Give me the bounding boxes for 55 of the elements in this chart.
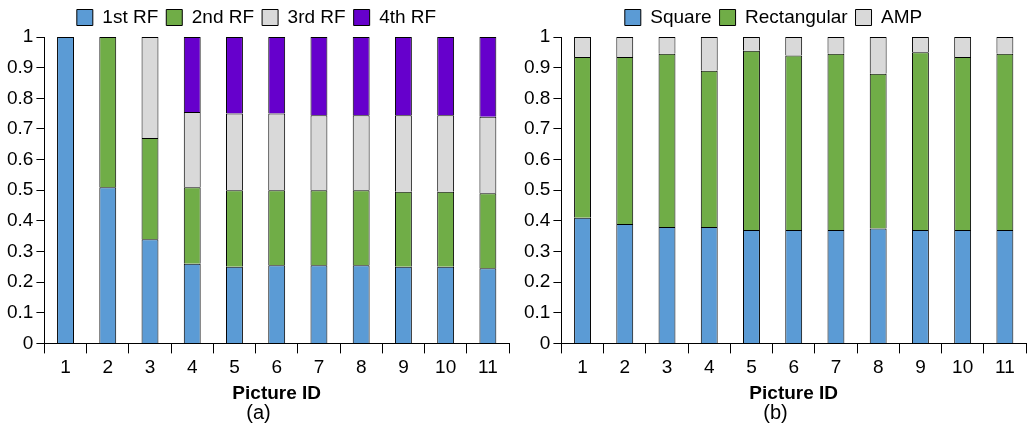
y-tick-label: 0.8 <box>6 86 34 108</box>
x-tick-label: 6 <box>271 356 282 378</box>
y-tick-label: 0.3 <box>523 239 551 261</box>
x-tick-label: 5 <box>746 356 757 378</box>
y-tick-label: 0 <box>22 331 34 353</box>
x-tick-label: 8 <box>355 356 367 378</box>
y-tick-label: 0.2 <box>523 270 551 292</box>
y-tick-label: 0.5 <box>523 178 551 200</box>
x-tick-label: 7 <box>830 356 842 378</box>
legend-label: Rectangular <box>745 5 849 27</box>
x-tick-label: 1 <box>60 356 71 378</box>
x-tick-label: 8 <box>872 356 884 378</box>
y-tick-label: 0.1 <box>523 300 551 322</box>
y-tick-label: 0.8 <box>523 86 551 108</box>
y-tick-label: 0 <box>539 331 551 353</box>
x-tick-label: 6 <box>788 356 799 378</box>
x-tick-label: 7 <box>313 356 325 378</box>
x-tick-label: 9 <box>398 356 409 378</box>
x-tick-label: 3 <box>661 356 673 378</box>
y-tick-label: 0.4 <box>6 209 34 231</box>
legend-label: 1st RF <box>102 5 159 27</box>
legend-label: 4th RF <box>379 5 437 27</box>
text: (a) <box>245 401 272 424</box>
x-tick-label: 10 <box>952 356 974 378</box>
y-tick-label: 1 <box>22 25 34 47</box>
y-tick-label: 0.7 <box>6 117 34 139</box>
y-tick-label: 0.7 <box>523 117 551 139</box>
x-tick-label: 11 <box>995 356 1015 378</box>
text: (b) <box>762 401 789 424</box>
x-axis-title: Picture ID <box>232 381 322 403</box>
x-tick-label: 9 <box>915 356 926 378</box>
y-tick-label: 1 <box>539 25 551 47</box>
legend-label: 3rd RF <box>287 5 346 27</box>
legend-label: 2nd RF <box>191 5 255 27</box>
y-tick-label: 0.9 <box>523 55 551 77</box>
y-tick-label: 0.5 <box>6 178 34 200</box>
x-tick-label: 2 <box>102 356 114 378</box>
y-tick-label: 0.6 <box>6 147 34 169</box>
y-tick-label: 0.9 <box>6 55 34 77</box>
x-tick-label: 10 <box>435 356 457 378</box>
x-tick-label: 1 <box>577 356 588 378</box>
x-tick-label: 4 <box>703 356 715 378</box>
x-tick-label: 3 <box>144 356 156 378</box>
y-tick-label: 0.1 <box>6 300 34 322</box>
x-tick-label: 2 <box>619 356 631 378</box>
legend-label: Square <box>650 5 712 27</box>
x-axis-title: Picture ID <box>749 381 839 403</box>
legend-label: AMP <box>881 5 923 27</box>
x-tick-label: 11 <box>478 356 498 378</box>
y-tick-label: 0.2 <box>6 270 34 292</box>
x-tick-label: 4 <box>186 356 198 378</box>
y-tick-label: 0.3 <box>6 239 34 261</box>
y-tick-label: 0.6 <box>523 147 551 169</box>
x-tick-label: 5 <box>229 356 240 378</box>
y-tick-label: 0.4 <box>523 209 551 231</box>
